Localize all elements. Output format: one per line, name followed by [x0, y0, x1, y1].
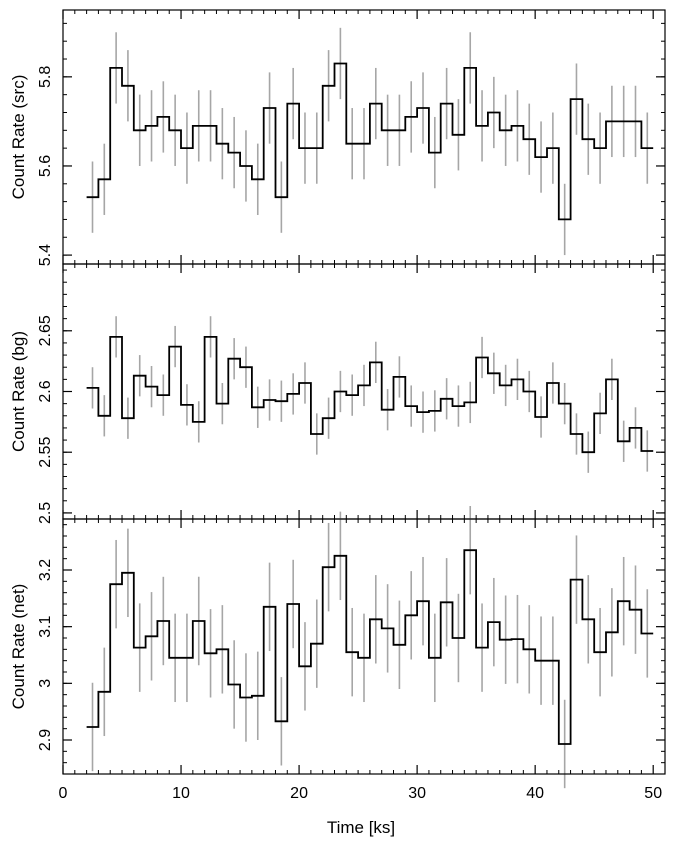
y-tick-label: 2.6 — [37, 380, 54, 402]
x-axis: Time [ks] 0 10 20 30 40 50 — [59, 785, 663, 837]
x-axis-label: Time [ks] — [327, 818, 395, 837]
y-tick-label: 3.1 — [37, 615, 54, 637]
y-axis-label: Count Rate (src) — [9, 75, 28, 200]
panels: 5.4 5.6 5.8 Count Rate (src) 2.5 2.55 2.6 2.65 C… — [9, 9, 666, 789]
y-tick-label: 2.55 — [37, 437, 54, 468]
y-tick-label: 2.9 — [37, 729, 54, 751]
y-tick-label: 5.6 — [37, 155, 54, 177]
y-tick-label: 5.8 — [37, 66, 54, 88]
y-tick-label: 2.5 — [37, 502, 54, 524]
light-curve-series — [86, 549, 654, 745]
panel-2: 2.9 3 3.1 3.2 Count Rate (net) — [9, 505, 666, 789]
x-tick-label: 50 — [644, 785, 662, 802]
x-tick-label: 20 — [290, 785, 308, 802]
y-tick-label: 2.65 — [37, 315, 54, 346]
panel-0: 5.4 5.6 5.8 Count Rate (src) — [9, 9, 666, 266]
y-axis-label: Count Rate (net) — [9, 584, 28, 710]
y-axis-label: Count Rate (bg) — [9, 331, 28, 452]
y-tick-label: 5.4 — [37, 244, 54, 266]
panel-frame — [62, 518, 666, 775]
y-tick-label: 3 — [37, 679, 54, 688]
panel-1: 2.5 2.55 2.6 2.65 Count Rate (bg) — [9, 263, 666, 524]
x-tick-label: 30 — [408, 785, 426, 802]
x-tick-label: 0 — [59, 785, 68, 802]
x-tick-label: 40 — [526, 785, 544, 802]
light-curve-series — [86, 336, 654, 454]
x-tick-label: 10 — [172, 785, 190, 802]
light-curve-series — [86, 62, 654, 221]
y-tick-label: 3.2 — [37, 559, 54, 581]
